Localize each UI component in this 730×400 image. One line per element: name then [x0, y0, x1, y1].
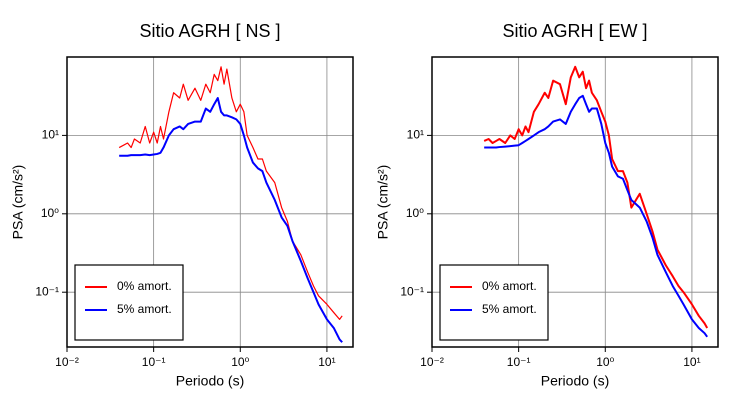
- y-axis-label: PSA (cm/s²): [10, 165, 26, 240]
- legend-label: 5% amort.: [482, 302, 537, 316]
- x-tick-label: 10¹: [683, 355, 700, 369]
- series-line: [119, 96, 343, 343]
- y-tick-label: 10⁻¹: [35, 284, 59, 298]
- x-tick-label: 10⁻¹: [507, 355, 531, 369]
- legend-box: [74, 264, 184, 341]
- x-tick-label: 10⁻²: [55, 355, 79, 369]
- y-tick-label: 10⁻¹: [400, 284, 424, 298]
- y-tick-label: 10⁰: [41, 206, 59, 220]
- x-axis-label: Periodo (s): [541, 373, 609, 389]
- legend-label: 0% amort.: [482, 279, 537, 293]
- x-axis-label: Periodo (s): [176, 373, 244, 389]
- plot-frame: [66, 56, 354, 348]
- series-line: [484, 94, 708, 338]
- x-tick-label: 10⁰: [596, 355, 614, 369]
- y-tick-label: 10¹: [42, 128, 59, 142]
- y-tick-label: 10¹: [407, 128, 424, 142]
- plot-frame: [431, 56, 719, 348]
- subplot: Sitio AGRH [ NS ] 10⁻² 10⁻¹ 10⁰ 10¹ 10⁻¹ 10⁰ 10…: [10, 21, 354, 389]
- legend-label: 0% amort.: [117, 279, 172, 293]
- x-tick-label: 10⁻²: [420, 355, 444, 369]
- x-tick-label: 10⁻¹: [142, 355, 166, 369]
- y-tick-label: 10⁰: [406, 206, 424, 220]
- legend-label: 5% amort.: [117, 302, 172, 316]
- x-tick-label: 10¹: [318, 355, 335, 369]
- series-line: [483, 65, 709, 329]
- y-axis-label: PSA (cm/s²): [375, 165, 391, 240]
- legend-box: [439, 264, 549, 341]
- x-tick-label: 10⁰: [231, 355, 249, 369]
- chart-title: Sitio AGRH [ NS ]: [139, 21, 280, 41]
- subplot: Sitio AGRH [ EW ] 10⁻² 10⁻¹ 10⁰ 10¹ 10⁻¹ 10⁰ 10…: [375, 21, 719, 389]
- chart-title: Sitio AGRH [ EW ]: [502, 21, 647, 41]
